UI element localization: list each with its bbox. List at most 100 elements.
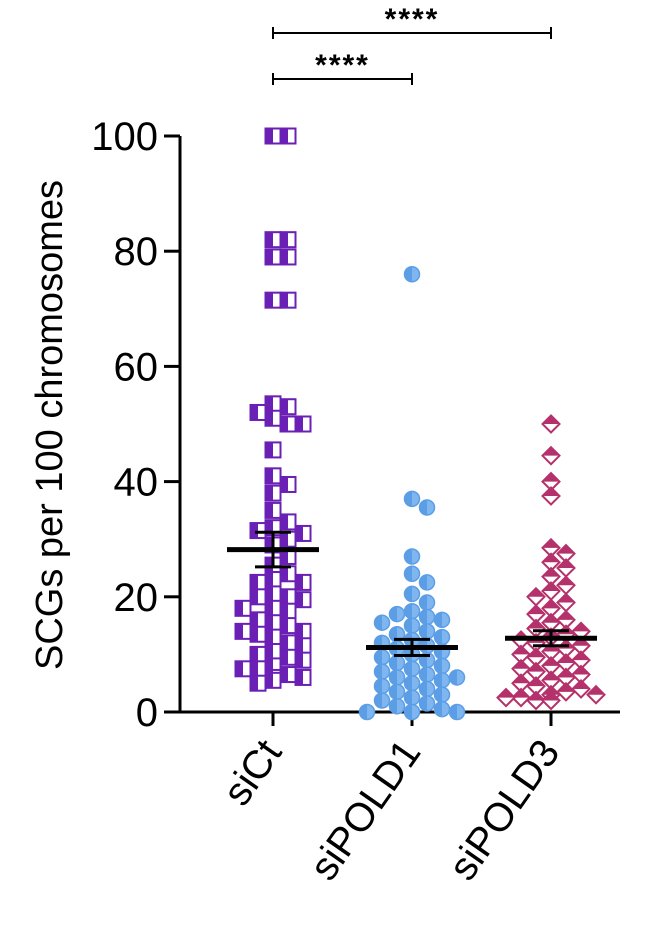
marker-fill [265,232,273,248]
data-point-sipold3 [511,658,531,679]
marker-fill [389,606,397,622]
data-point-sict [234,599,252,617]
data-point-sict [279,602,297,620]
marker-fill [512,645,530,655]
marker-fill [542,539,560,548]
marker-fill [295,416,303,432]
data-point-sict [294,651,312,669]
data-point-sipold1 [418,695,436,712]
marker-fill [449,704,457,720]
marker-fill [265,249,273,265]
marker-fill [280,399,288,415]
marker-fill [572,622,590,632]
marker-fill [265,502,273,518]
marker-fill [404,603,412,619]
data-point-sict [249,674,267,692]
data-point-sipold1 [418,666,436,683]
data-point-sict [294,573,312,591]
marker-fill [295,669,303,685]
marker-fill [265,442,273,458]
data-point-sipold1 [448,703,466,721]
marker-fill [265,128,273,144]
data-point-sipold1 [358,703,376,721]
y-tick-label: 0 [136,691,158,735]
marker-fill [419,623,427,639]
data-point-sict [279,588,297,606]
data-point-sipold1 [433,672,451,689]
marker-fill [404,548,412,564]
data-point-sipold1 [403,490,421,508]
marker-fill [265,572,273,588]
marker-fill [295,623,303,639]
data-point-sict [294,637,312,655]
marker-fill [265,600,273,616]
marker-fill [542,643,560,652]
marker-fill [419,695,427,711]
marker-fill [265,672,273,688]
marker-fill [404,675,412,691]
data-point-sict [264,467,282,485]
x-tick-label-sipold1: siPOLD1 [302,732,430,888]
data-point-sipold3 [556,543,576,564]
data-point-sict [264,614,282,632]
data-point-sict [279,648,297,666]
data-point-sict [279,415,297,433]
y-tick-label: 100 [91,115,158,159]
data-point-sict [279,291,297,309]
data-point-sipold3 [556,609,576,630]
data-point-sict [264,248,282,266]
marker-fill [280,603,288,619]
marker-fill [389,655,397,671]
marker-fill [389,684,397,700]
marker-fill [280,249,288,265]
data-point-sict [279,127,297,145]
data-point-sict [249,625,267,643]
data-point-sipold1 [433,611,451,629]
data-point-sict [279,666,297,684]
data-point-sict [264,291,282,309]
data-point-sipold1 [403,602,421,620]
marker-fill [557,594,575,603]
marker-fill [295,574,303,590]
marker-fill [419,681,427,697]
marker-fill [295,638,303,654]
marker-fill [295,525,303,541]
data-point-sipold1 [403,674,421,692]
data-point-sict [279,398,297,416]
marker-fill [404,566,412,582]
data-point-sipold3 [541,414,561,434]
data-point-sipold1 [373,663,391,680]
data-point-sict [234,660,252,678]
data-point-sipold1 [448,669,466,686]
data-point-sict [249,645,267,663]
marker-fill [265,537,273,553]
marker-fill [265,468,273,484]
marker-fill [235,600,243,616]
data-point-sipold1 [373,614,391,631]
marker-fill [235,661,243,677]
marker-fill [265,485,273,501]
marker-fill [542,473,560,482]
marker-fill [265,557,273,573]
data-point-sipold3 [511,687,531,708]
marker-fill [280,531,288,547]
data-point-sipold1 [418,499,436,516]
marker-fill [250,574,258,590]
marker-fill [557,683,575,692]
marker-fill [542,614,560,623]
marker-fill [280,649,288,665]
marker-fill [404,704,412,720]
data-point-sict [249,660,267,678]
data-point-sipold1 [433,686,451,703]
marker-fill [250,646,258,662]
data-point-sipold1 [433,657,451,675]
marker-fill [280,566,288,582]
marker-fill [295,592,303,608]
data-point-sict [294,668,312,686]
data-point-sipold3 [541,486,561,506]
y-tick-label: 40 [114,461,159,505]
x-tick-labels: siCt siPOLD1 siPOLD3 [215,732,569,888]
marker-fill [374,664,382,680]
data-point-sipold1 [403,660,421,678]
